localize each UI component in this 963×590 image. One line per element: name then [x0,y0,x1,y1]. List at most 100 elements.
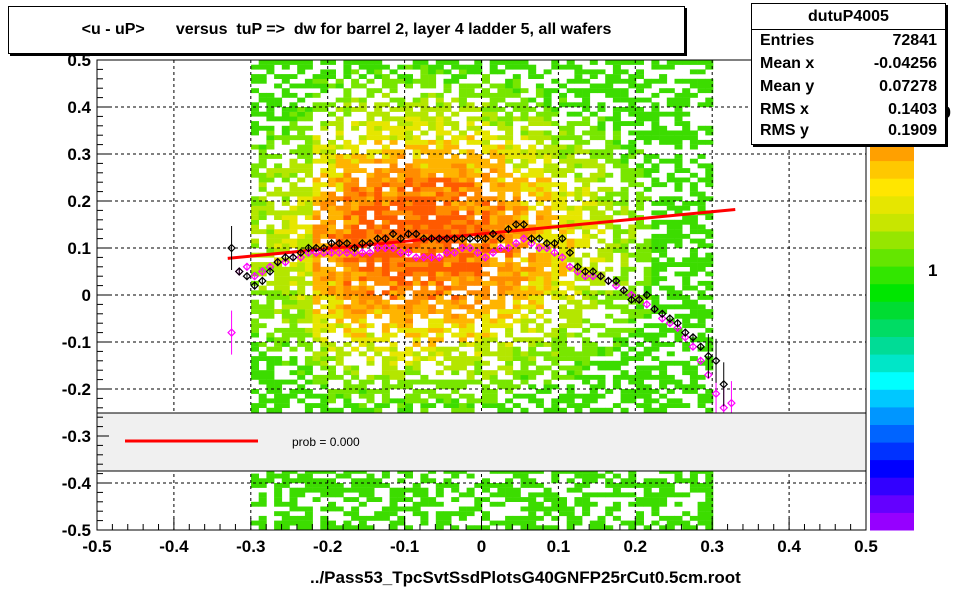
heat-cell [381,276,390,282]
heat-cell [266,139,275,145]
heat-cell [482,201,490,206]
heat-cell [274,97,283,103]
heat-cell [328,215,336,220]
heat-cell [397,168,406,173]
heat-cell [312,177,321,183]
heat-cell [443,478,452,484]
heat-cell [689,483,698,488]
heat-cell [582,318,591,324]
heat-cell [636,389,644,394]
heat-cell [320,276,329,282]
heat-cell [535,290,544,296]
heat-cell [559,351,567,357]
profile-black-point [711,356,721,366]
heat-cell [474,69,483,75]
heat-cell [620,177,629,183]
profile-black-point [250,281,259,290]
heat-cell [428,403,437,408]
heat-cell [420,144,429,150]
heat-cell [636,351,644,357]
heat-cell [543,168,552,173]
heat-cell [574,205,583,211]
heat-cell [458,130,467,136]
heat-cell [597,172,606,178]
heat-cell [605,154,614,159]
heat-cell [435,285,444,291]
heat-cell [543,384,552,390]
heat-cell [620,266,629,272]
heat-cell [620,483,629,488]
heat-cell [574,139,583,145]
heat-cell [351,149,360,155]
heat-cell [528,501,537,507]
heat-cell [620,78,629,84]
heat-cell [551,154,560,159]
heat-cell [535,139,544,145]
heat-cell [528,393,537,399]
heat-cell [358,257,367,263]
heat-cell [697,266,706,272]
heat-cell [651,257,660,263]
heat-cell [474,92,483,98]
x-tick-label: 0.5 [854,537,878,556]
heat-cell [397,78,406,84]
heat-cell [274,520,283,526]
heat-cell [374,403,383,408]
heat-cell [543,210,552,216]
heat-cell [266,290,275,296]
heat-cell [374,346,383,352]
heat-cell [505,370,514,376]
heat-cell [412,337,421,343]
heat-cell [474,342,483,347]
heat-cell [328,196,336,202]
heat-cell [435,149,444,155]
heat-cell [420,116,429,122]
heat-cell [466,271,475,277]
heat-cell [666,487,675,493]
heat-cell [589,125,598,131]
heat-cell [381,205,390,211]
heat-cell [420,262,429,267]
heat-cell [674,116,683,122]
heat-cell [443,313,452,319]
heat-cell [274,276,283,282]
heat-cell [312,393,321,399]
heat-cell [443,356,452,361]
heat-cell [636,97,644,103]
heat-cell [266,191,275,197]
heat-cell [428,125,437,131]
heat-cell [489,177,498,183]
heat-cell [351,389,360,394]
heat-cell [482,327,490,333]
heat-cell [612,506,621,512]
heat-cell [312,83,321,89]
heat-cell [643,285,652,291]
heat-cell [705,487,714,493]
heat-cell [566,191,575,197]
heat-cell [428,210,437,216]
heat-cell [474,290,483,296]
heat-cell [482,219,490,225]
profile-magenta-point [511,238,521,248]
heat-cell [505,327,514,333]
heat-cell [266,168,275,173]
heat-cell [497,196,506,202]
heat-cell [335,356,344,361]
heat-cell [381,271,390,277]
heat-cell [582,304,591,310]
heat-cell [489,520,498,526]
heat-cell [559,219,567,225]
heat-cell [474,266,483,272]
heat-cell [266,360,275,366]
heat-cell [566,370,575,376]
heat-cell [351,224,360,230]
heat-cell [405,243,413,249]
heat-cell [689,191,698,197]
heat-cell [251,407,259,413]
heat-cell [528,130,537,136]
heat-cell [297,168,306,173]
heat-cell [474,186,483,192]
heat-cell [443,318,452,324]
heat-cell [366,201,375,206]
heat-cell [682,511,691,517]
